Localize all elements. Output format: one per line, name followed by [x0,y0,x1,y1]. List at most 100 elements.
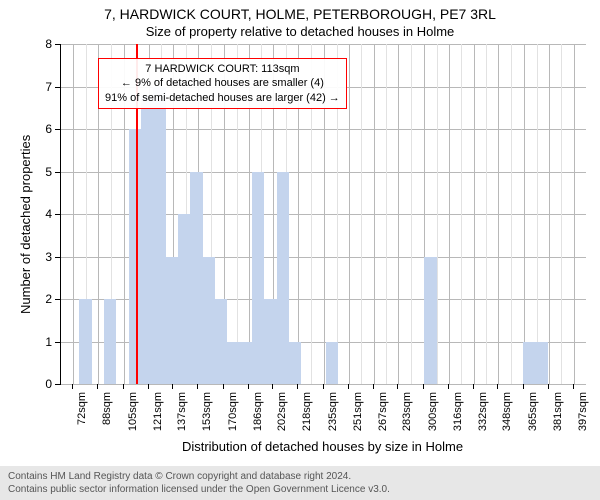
y-tick-label: 4 [32,207,52,221]
x-tick-label: 105sqm [127,392,139,438]
histogram-bar [277,172,289,385]
y-tick-label: 8 [32,37,52,51]
x-tick-mark [197,384,198,389]
x-tick-label: 153sqm [201,392,213,438]
x-tick-label: 218sqm [301,392,313,438]
gridline-vertical [398,44,399,384]
y-tick-mark [55,257,60,258]
x-tick-mark [548,384,549,389]
y-tick-label: 3 [32,250,52,264]
x-tick-mark [448,384,449,389]
annotation-line-1: 7 HARDWICK COURT: 113sqm [105,62,340,76]
gridline-vertical [73,44,74,384]
y-tick-label: 0 [32,377,52,391]
histogram-bar [215,299,227,384]
gridline-vertical [574,44,575,384]
histogram-bar [252,172,264,385]
x-tick-label: 267sqm [377,392,389,438]
gridline-vertical [498,44,499,384]
x-axis-label: Distribution of detached houses by size … [60,439,585,454]
gridline-vertical-minor [537,44,538,384]
y-tick-mark [55,384,60,385]
x-tick-label: 251sqm [352,392,364,438]
title-sub: Size of property relative to detached ho… [0,24,600,39]
x-tick-label: 121sqm [152,392,164,438]
x-tick-mark [172,384,173,389]
gridline-vertical [524,44,525,384]
footer-line-2: Contains public sector information licen… [8,483,592,496]
x-tick-label: 365sqm [527,392,539,438]
x-tick-mark [248,384,249,389]
histogram-bar [104,299,116,384]
footer-attribution: Contains HM Land Registry data © Crown c… [0,466,600,500]
x-tick-mark [297,384,298,389]
x-tick-mark [148,384,149,389]
x-tick-label: 332sqm [477,392,489,438]
x-tick-label: 300sqm [427,392,439,438]
histogram-bar [79,299,91,384]
y-tick-mark [55,129,60,130]
histogram-bar [535,342,547,385]
histogram-bar [227,342,239,385]
gridline-vertical [449,44,450,384]
x-tick-mark [523,384,524,389]
y-tick-mark [55,44,60,45]
chart-container: 7, HARDWICK COURT, HOLME, PETERBOROUGH, … [0,0,600,500]
histogram-bar [203,257,215,385]
gridline-vertical-minor [486,44,487,384]
y-tick-mark [55,299,60,300]
annotation-line-3: 91% of semi-detached houses are larger (… [105,91,340,105]
x-tick-mark [323,384,324,389]
histogram-bar [289,342,301,385]
y-tick-label: 2 [32,292,52,306]
x-tick-mark [497,384,498,389]
y-tick-label: 6 [32,122,52,136]
gridline-vertical [474,44,475,384]
x-tick-mark [72,384,73,389]
x-tick-mark [123,384,124,389]
histogram-bar [153,87,165,385]
gridline-vertical-minor [437,44,438,384]
x-tick-mark [573,384,574,389]
x-tick-label: 72sqm [76,392,88,438]
gridline-vertical-minor [511,44,512,384]
x-tick-mark [397,384,398,389]
y-tick-mark [55,214,60,215]
x-tick-mark [473,384,474,389]
gridline-vertical-minor [386,44,387,384]
gridline-vertical-minor [361,44,362,384]
x-tick-label: 316sqm [452,392,464,438]
footer-line-1: Contains HM Land Registry data © Crown c… [8,470,592,483]
x-tick-mark [97,384,98,389]
gridline-vertical-minor [561,44,562,384]
gridline-vertical [374,44,375,384]
x-tick-label: 283sqm [401,392,413,438]
histogram-bar [424,257,436,385]
x-tick-label: 202sqm [276,392,288,438]
gridline-vertical [549,44,550,384]
histogram-bar [178,214,190,384]
x-tick-label: 381sqm [552,392,564,438]
x-tick-label: 137sqm [176,392,188,438]
y-tick-label: 7 [32,80,52,94]
title-main: 7, HARDWICK COURT, HOLME, PETERBOROUGH, … [0,6,600,22]
annotation-line-2: ← 9% of detached houses are smaller (4) [105,76,340,90]
y-tick-mark [55,87,60,88]
histogram-bar [264,299,276,384]
x-tick-label: 170sqm [227,392,239,438]
x-tick-mark [423,384,424,389]
x-tick-label: 186sqm [252,392,264,438]
x-tick-label: 348sqm [501,392,513,438]
histogram-bar [240,342,252,385]
y-tick-label: 1 [32,335,52,349]
annotation-box: 7 HARDWICK COURT: 113sqm ← 9% of detache… [98,58,347,109]
x-tick-label: 235sqm [327,392,339,438]
histogram-bar [326,342,338,385]
y-tick-mark [55,342,60,343]
gridline-vertical-minor [461,44,462,384]
x-tick-mark [348,384,349,389]
histogram-bar [141,95,153,384]
histogram-bar [190,172,202,385]
histogram-bar [523,342,535,385]
x-tick-mark [223,384,224,389]
